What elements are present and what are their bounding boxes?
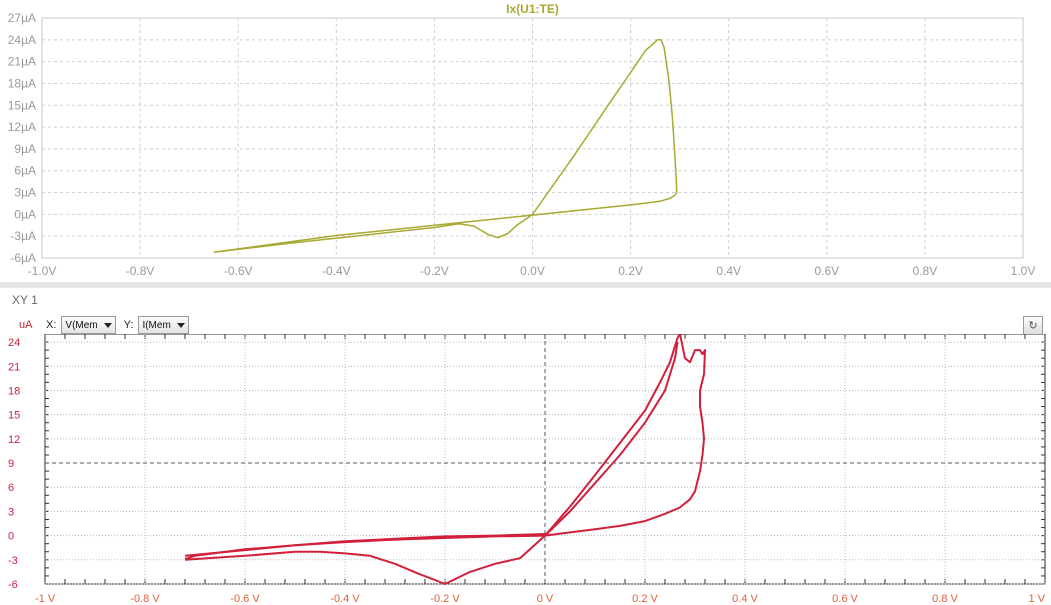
x-axis-dropdown[interactable]: V(Mem <box>61 316 116 334</box>
y-tick-label: 27µA <box>8 11 36 25</box>
x-tick-label: 0.0V <box>520 264 545 278</box>
axis-selector-bar: X: V(Mem Y: I(Mem <box>46 316 197 334</box>
y-tick-label: -6 <box>8 579 18 591</box>
y-tick-label: -3µA <box>10 229 36 243</box>
x-tick-label: 0.8V <box>913 264 938 278</box>
y-tick-label: 21 <box>8 361 20 373</box>
plot-area <box>44 334 1046 585</box>
top-chart: -1.0V -0.8V -0.6V -0.4V -0.2V 0.0V 0.2V 0.4V 0.6… <box>8 2 1036 278</box>
y-tick-label: 12µA <box>8 120 36 134</box>
x-tick-label: -0.2V <box>420 264 449 278</box>
x-tick-label: 1.0V <box>1011 264 1036 278</box>
x-tick-label: 1 V <box>1028 593 1045 605</box>
y-tick-label: 18µA <box>8 76 36 90</box>
refresh-button[interactable]: ↻ <box>1023 316 1043 335</box>
chevron-down-icon <box>176 322 185 328</box>
x-tick-label: -1 V <box>35 593 56 605</box>
x-tick-label: -0.4 V <box>330 593 360 605</box>
x-tick-label: 0.4V <box>716 264 741 278</box>
y-tick-label: -3 <box>8 555 18 567</box>
series-line <box>544 334 706 537</box>
series-line <box>213 39 678 253</box>
x-tick-label: 0.6 V <box>832 593 858 605</box>
x-tick-label: -0.4V <box>322 264 351 278</box>
chart-title: Ix(U1:TE) <box>506 2 559 16</box>
series-line <box>544 334 683 537</box>
x-tick-label: -0.6V <box>224 264 253 278</box>
x-tick-label: -0.2 V <box>430 593 460 605</box>
refresh-icon: ↻ <box>1028 320 1038 332</box>
y-tick-label: -6µA <box>10 251 36 265</box>
x-selector-label: X: <box>46 319 57 331</box>
y-tick-label: 9µA <box>14 142 36 156</box>
x-tick-label: 0.2V <box>618 264 643 278</box>
y-tick-label: 24 <box>8 337 20 349</box>
panel-divider[interactable] <box>0 282 1051 288</box>
y-tick-label: 15µA <box>8 98 36 112</box>
chevron-down-icon <box>103 322 112 328</box>
y-selector-label: Y: <box>123 319 134 331</box>
x-tick-label: 0.8 V <box>932 593 958 605</box>
x-tick-label: 0.2 V <box>632 593 658 605</box>
series-line <box>544 341 679 537</box>
y-tick-label: 15 <box>8 410 20 422</box>
y-tick-label: 18 <box>8 385 20 397</box>
y-tick-label: 21µA <box>8 55 36 69</box>
series-line <box>184 533 546 557</box>
y-tick-label: 0 <box>8 531 14 543</box>
y-tick-label: 0µA <box>14 207 36 221</box>
x-tick-label: 0.4 V <box>732 593 758 605</box>
y-tick-label: 3µA <box>14 186 36 200</box>
x-tick-label: -0.8 V <box>130 593 160 605</box>
bottom-chart: -1 V -0.8 V -0.6 V -0.4 V -0.2 V 0 V 0.2 V 0.4 … <box>8 334 1046 605</box>
x-tick-label: -0.8V <box>126 264 155 278</box>
y-axis-value: I(Mem <box>142 319 171 331</box>
y-tick-label: 6µA <box>14 164 36 178</box>
y-tick-label: 9 <box>8 458 14 470</box>
x-tick-label: 0 V <box>537 593 554 605</box>
x-tick-label: -1.0V <box>28 264 57 278</box>
y-tick-label: 3 <box>8 506 14 518</box>
y-axis-dropdown[interactable]: I(Mem <box>138 316 189 334</box>
xy-plot-title: XY 1 <box>12 293 38 307</box>
y-unit-label: uA <box>19 319 33 331</box>
series-line <box>184 534 546 585</box>
x-tick-label: -0.6 V <box>230 593 260 605</box>
y-tick-label: 6 <box>8 482 14 494</box>
x-axis-value: V(Mem <box>65 319 98 331</box>
y-tick-label: 12 <box>8 434 20 446</box>
x-tick-label: 0.6V <box>814 264 839 278</box>
y-tick-label: 24µA <box>8 33 36 47</box>
